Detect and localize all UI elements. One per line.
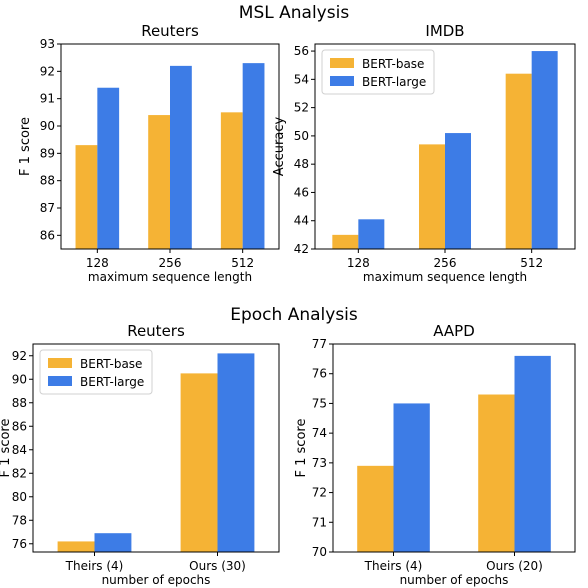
y-tick-label: 80 [12, 490, 27, 504]
y-tick-label: 71 [312, 515, 327, 529]
bar-bert-large-2 [514, 355, 551, 552]
x-axis-label: maximum sequence length [363, 270, 527, 284]
y-tick-label: 92 [12, 349, 27, 363]
y-tick-label: 56 [294, 44, 309, 58]
chart-4: Theirs (4) Ours (20) 70 71 72 73 74 75 76 77 AAPD n… [294, 322, 576, 587]
section-title-epoch: Epoch Analysis [230, 305, 358, 325]
x-tick-label: 512 [231, 256, 254, 270]
bar-bert-large-3 [531, 51, 558, 249]
x-tick-label: 256 [434, 256, 457, 270]
plot-frame [60, 43, 280, 250]
plot-frame [314, 43, 576, 250]
chart-3: Theirs (4) Ours (30) 76 78 80 82 84 86 88 90 92 Reu… [0, 322, 280, 587]
bar-bert-large-2 [170, 65, 192, 249]
legend-swatch-bert-large [330, 76, 354, 86]
y-tick-label: 50 [294, 129, 309, 143]
y-axis-label: Accuracy [272, 117, 287, 177]
y-tick-label: 77 [312, 337, 327, 351]
y-axis-label: F 1 score [18, 117, 33, 176]
legend-swatch-bert-large [48, 376, 72, 386]
y-tick-label: 88 [12, 396, 27, 410]
y-tick-label: 74 [312, 426, 327, 440]
chart-1: 128 256 512 86 87 88 89 90 91 92 93 Reuters maximum … [18, 22, 280, 284]
chart-title: AAPD [433, 322, 475, 340]
bar-bert-large-1 [97, 87, 120, 249]
chart-2: 128 256 512 42 44 46 48 50 52 54 56 IMDB maximum seq… [272, 22, 576, 284]
x-tick-label: Theirs (4) [65, 559, 124, 573]
y-tick-label: 46 [294, 185, 309, 199]
y-tick-label: 87 [40, 201, 55, 215]
legend-label-bert-base: BERT-base [362, 57, 424, 71]
plot-frame [332, 343, 576, 553]
y-tick-label: 76 [12, 537, 27, 551]
bar-bert-base-2 [180, 373, 218, 552]
chart-title: Reuters [127, 322, 185, 340]
x-tick-label: 256 [159, 256, 182, 270]
bar-bert-base-1 [332, 234, 359, 249]
x-tick-label: Ours (30) [189, 559, 246, 573]
y-tick-label: 48 [294, 157, 309, 171]
legend-swatch-bert-base [48, 358, 72, 368]
bar-bert-large-2 [445, 133, 471, 249]
y-tick-label: 72 [312, 486, 327, 500]
x-axis-label: number of epochs [102, 573, 211, 587]
bar-bert-large-1 [393, 403, 430, 552]
bar-bert-base-2 [478, 394, 515, 552]
legend-label-bert-large: BERT-large [362, 75, 426, 89]
y-tick-label: 52 [294, 101, 309, 115]
plot-frame [32, 343, 280, 553]
x-axis-label: maximum sequence length [88, 270, 252, 284]
y-tick-label: 89 [40, 146, 55, 160]
y-tick-label: 86 [40, 228, 55, 242]
legend-label-bert-base: BERT-base [80, 357, 142, 371]
y-tick-label: 91 [40, 92, 55, 106]
bar-bert-base-2 [419, 144, 445, 249]
bar-bert-large-2 [217, 353, 255, 552]
y-tick-label: 70 [312, 545, 327, 559]
y-tick-label: 54 [294, 72, 309, 86]
x-axis-label: number of epochs [400, 573, 509, 587]
y-tick-label: 86 [12, 419, 27, 433]
section-title-msl: MSL Analysis [239, 3, 350, 23]
y-axis-label: F 1 score [0, 419, 13, 478]
x-tick-label: 128 [86, 256, 109, 270]
y-axis-label: F 1 score [294, 419, 309, 478]
y-tick-label: 73 [312, 456, 327, 470]
y-tick-label: 84 [12, 443, 27, 457]
y-tick-label: 75 [312, 396, 327, 410]
bar-bert-base-1 [75, 145, 98, 249]
x-tick-label: Theirs (4) [364, 559, 423, 573]
bar-bert-large-1 [358, 219, 385, 249]
bar-bert-base-3 [505, 73, 532, 249]
bar-bert-base-3 [220, 112, 243, 249]
bar-bert-base-2 [148, 115, 170, 249]
y-tick-label: 82 [12, 466, 27, 480]
y-tick-label: 42 [294, 242, 309, 256]
y-tick-label: 93 [40, 37, 55, 51]
chart-title: Reuters [141, 22, 199, 40]
y-tick-label: 44 [294, 214, 309, 228]
bar-bert-base-1 [57, 541, 95, 552]
x-tick-label: 512 [520, 256, 543, 270]
chart-title: IMDB [425, 22, 464, 40]
charts-container: 128 256 512 86 87 88 89 90 91 92 93 Reuters maximum … [0, 22, 576, 587]
x-tick-label: Ours (20) [486, 559, 543, 573]
bar-bert-base-1 [357, 465, 394, 552]
y-tick-label: 78 [12, 513, 27, 527]
legend-swatch-bert-base [330, 58, 354, 68]
bar-bert-large-3 [242, 63, 265, 250]
y-tick-label: 88 [40, 174, 55, 188]
bar-bert-large-1 [94, 533, 132, 552]
y-tick-label: 90 [40, 119, 55, 133]
y-tick-label: 76 [312, 367, 327, 381]
y-tick-label: 92 [40, 64, 55, 78]
y-tick-label: 90 [12, 372, 27, 386]
x-tick-label: 128 [347, 256, 370, 270]
legend-label-bert-large: BERT-large [80, 375, 144, 389]
